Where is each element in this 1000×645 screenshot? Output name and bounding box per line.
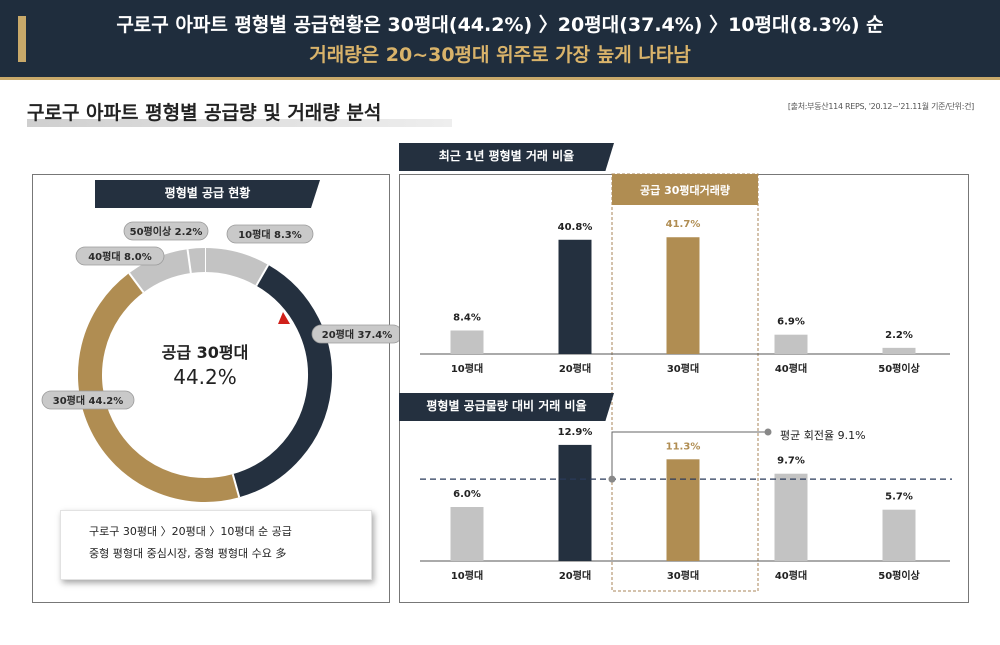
top-value-label: 41.7%: [666, 219, 701, 230]
top-value-label: 6.9%: [777, 317, 805, 328]
slice-label-pill: [226, 224, 314, 244]
donut-center-value: 44.2%: [173, 365, 237, 389]
source-note: [출처:부동산114 REPS, '20.12~'21.11월 기준/단위:건]: [787, 102, 974, 111]
bottom-value-label: 11.3%: [666, 441, 701, 452]
top-category-label: 50평이상: [878, 362, 920, 375]
supply-tab: 평형별 공급 현황: [95, 180, 320, 208]
donut-slice-2: [232, 264, 332, 498]
slice-label-pill: [41, 390, 135, 410]
average-callout-dot: [608, 475, 616, 483]
section-title: 구로구 아파트 평형별 공급량 및 거래량 분석: [27, 102, 382, 124]
top-category-label: 20평대: [559, 362, 591, 375]
slice-label: 40평대 8.0%: [88, 250, 152, 263]
bottom-bar-2: [558, 444, 592, 561]
bottom-bar-5: [882, 509, 916, 561]
header-subheadline: 거래량은 20~30평대 위주로 가장 높게 나타남: [309, 44, 691, 66]
slice-label: 20평대 37.4%: [322, 328, 393, 341]
top-bar-5: [882, 347, 916, 354]
top-bar-1: [450, 330, 484, 354]
bottom-value-label: 5.7%: [885, 492, 913, 503]
average-callout-line: [611, 431, 768, 480]
top-value-label: 8.4%: [453, 312, 481, 323]
donut-separator: [231, 473, 241, 498]
section-title-underline: [27, 119, 452, 127]
header-headline: 구로구 아파트 평형별 공급현황은 30평대(44.2%) 〉20평대(37.4…: [116, 14, 884, 36]
bottom-category-label: 20평대: [559, 569, 591, 582]
triangle-marker-icon: [278, 312, 290, 324]
donut-slice-3: [78, 273, 240, 502]
top-category-label: 40평대: [775, 362, 807, 375]
slice-label: 10평대 8.3%: [238, 228, 302, 241]
top-bar-2: [558, 239, 592, 354]
summary-note-line-2: 중형 평형대 중심시장, 중형 평형대 수요 多: [89, 547, 287, 560]
bottom-value-label: 9.7%: [777, 456, 805, 467]
slice-label-pill: [123, 221, 209, 241]
top-value-label: 40.8%: [558, 222, 593, 233]
donut-center-title: 공급 30평대: [162, 343, 249, 362]
bottom-category-label: 30평대: [667, 569, 699, 582]
donut-separator: [186, 249, 192, 274]
donut-separator: [255, 264, 270, 287]
donut-slice-1: [204, 248, 269, 286]
bottom-category-label: 40평대: [775, 569, 807, 582]
slice-label: 30평대 44.2%: [53, 394, 124, 407]
bottom-value-label: 12.9%: [558, 427, 593, 438]
top-bar-4: [774, 334, 808, 354]
slice-label: 50평이상 2.2%: [130, 225, 203, 238]
header-accent-bar: [18, 16, 26, 62]
highlight-header: [612, 174, 758, 205]
bottom-category-label: 10평대: [451, 569, 483, 582]
top-category-label: 30평대: [667, 362, 699, 375]
transaction-ratio-tab: 최근 1년 평형별 거래 비율: [399, 143, 614, 171]
top-category-label: 10평대: [451, 362, 483, 375]
top-bar-3: [666, 237, 700, 354]
bottom-bar-1: [450, 507, 484, 561]
highlight-header-label: 공급 30평대거래량: [640, 183, 730, 197]
average-turnover-label: 평균 회전율 9.1%: [780, 429, 866, 442]
turnover-ratio-tab: 평형별 공급물량 대비 거래 비율: [399, 393, 614, 421]
donut-slice-4: [129, 249, 192, 293]
summary-note-box: 구로구 30평대 〉20평대 〉10평대 순 공급 중형 평형대 중심시장, 중…: [60, 510, 372, 580]
bottom-bar-4: [774, 473, 808, 561]
bottom-value-label: 6.0%: [453, 489, 481, 500]
top-value-label: 2.2%: [885, 330, 913, 341]
donut-separator: [128, 272, 145, 293]
slice-label-pill: [75, 246, 165, 266]
average-callout-end-dot: [764, 428, 772, 436]
header-banner: 구로구 아파트 평형별 공급현황은 30평대(44.2%) 〉20평대(37.4…: [0, 0, 1000, 80]
bottom-category-label: 50평이상: [878, 569, 920, 582]
bottom-bar-3: [666, 459, 700, 561]
summary-note-line-1: 구로구 30평대 〉20평대 〉10평대 순 공급: [89, 525, 292, 538]
